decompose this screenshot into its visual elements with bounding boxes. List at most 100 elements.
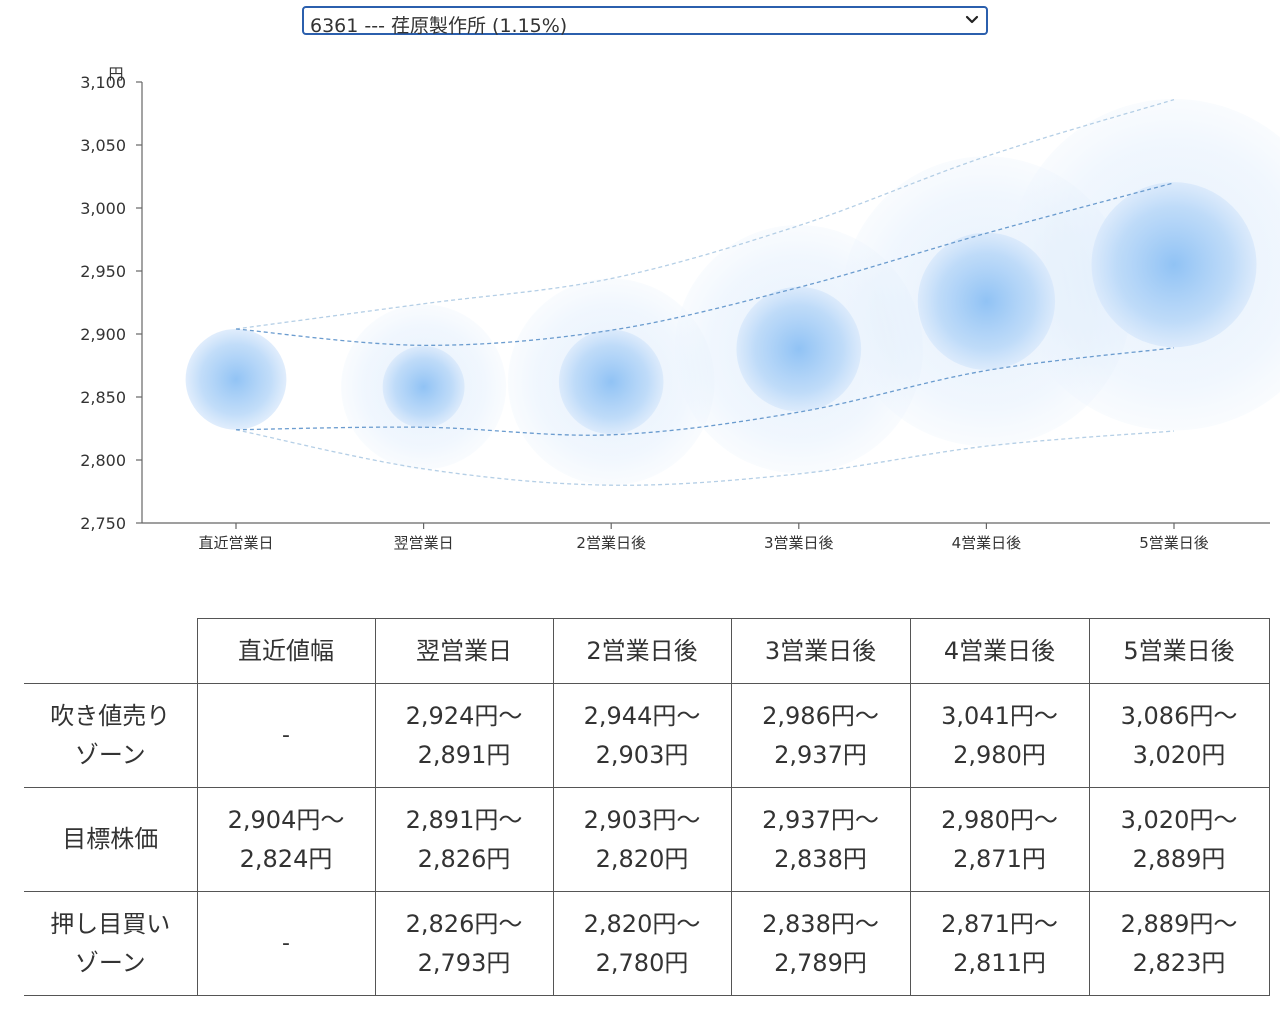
row-label-line: 吹き値売り (50, 701, 171, 730)
cell-line: 2,891円 (417, 740, 511, 769)
table-cell: 2,838円〜 2,789円 (730, 891, 911, 996)
table-cell: 2,980円〜 2,871円 (909, 787, 1090, 892)
cell-line: 2,937円〜 (762, 805, 879, 834)
cell-line: 2,891円〜 (405, 805, 523, 834)
target-zone-bubble (1091, 182, 1257, 348)
cell-line: 2,823円 (1132, 948, 1226, 977)
table-row: 目標株価 2,904円〜 2,824円 2,891円〜 2,826円 2,903円〜… (24, 787, 1270, 892)
cell-line: 2,937円 (774, 740, 867, 769)
cell-line: 2,889円 (1132, 844, 1226, 873)
header-cell: 4営業日後 (909, 618, 1090, 684)
zone-table: 直近値幅 翌営業日 2営業日後 3営業日後 4営業日後 5営業日後 吹き値売りゾ… (24, 618, 1270, 996)
y-axis-label: 円 (108, 65, 123, 83)
cell-line: 2,820円〜 (583, 909, 701, 938)
cell-line: 3,086円〜 (1120, 701, 1238, 730)
cell-line: 2,824円 (239, 844, 333, 873)
x-tick-label: 直近営業日 (198, 534, 273, 552)
table-cell: 2,826円〜 2,793円 (374, 891, 554, 996)
y-tick-label: 2,950 (80, 262, 126, 281)
cell-line: 2,793円 (417, 948, 511, 977)
cell-line: 2,789円 (774, 948, 867, 977)
cell-line: 2,980円 (953, 740, 1046, 769)
table-cell: 2,871円〜 2,811円 (909, 891, 1090, 996)
header-cell (24, 618, 198, 684)
table-row: 吹き値売りゾーン - 2,924円〜 2,891円 2,944円〜 2,903円 2… (24, 683, 1270, 788)
price-forecast-chart: 2,750 2,800 2,850 2,900 2,950 3,000 3,050 3,100… (80, 65, 1280, 552)
cell-line: 3,020円〜 (1120, 805, 1238, 834)
band-lines-layer (235, 99, 1175, 486)
target-upper-line (235, 182, 1175, 346)
x-tick-label: 3営業日後 (764, 534, 834, 552)
table-cell: 3,041円〜 2,980円 (909, 683, 1090, 788)
target-zone-bubble (917, 232, 1056, 370)
cell-line: - (282, 723, 290, 748)
y-tick-label: 3,000 (80, 199, 126, 218)
cell-line: 2,820円 (595, 844, 689, 873)
table-cell: 2,891円〜 2,826円 (374, 787, 554, 892)
cell-line: - (282, 931, 290, 956)
table-cell: 2,986円〜 2,937円 (730, 683, 911, 788)
table-cell: 2,889円〜 2,823円 (1088, 891, 1270, 996)
x-tick-label: 4営業日後 (952, 534, 1022, 552)
x-tick-label: 翌営業日 (394, 534, 454, 552)
table-cell: 2,903円〜 2,820円 (552, 787, 732, 892)
table-cell: 2,937円〜 2,838円 (730, 787, 911, 892)
target-zone-bubble (382, 345, 465, 428)
table-cell: 2,904円〜 2,824円 (196, 787, 376, 892)
row-label: 押し目買い ゾーン (24, 891, 198, 996)
cell-line: 2,903円〜 (583, 805, 701, 834)
table-cell: 2,944円〜 2,903円 (552, 683, 732, 788)
cell-line: 2,889円〜 (1120, 909, 1238, 938)
row-label-line: 押し目買い (50, 909, 171, 938)
row-label-line: ゾーン (74, 948, 146, 977)
cell-line: 3,020円 (1132, 740, 1226, 769)
axes-layer: 2,750 2,800 2,850 2,900 2,950 3,000 3,050 3,100… (80, 65, 1270, 552)
table-cell: 3,020円〜 2,889円 (1088, 787, 1270, 892)
table-header-row: 直近値幅 翌営業日 2営業日後 3営業日後 4営業日後 5営業日後 (24, 618, 1270, 684)
table-cell: - (196, 683, 376, 788)
header-cell: 直近値幅 (196, 618, 376, 684)
y-tick-label: 3,050 (80, 136, 126, 155)
table-cell: 2,820円〜 2,780円 (552, 891, 732, 996)
cell-line: 2,924円〜 (405, 701, 523, 730)
target-zone-layer (185, 182, 1257, 435)
target-zone-bubble (736, 286, 862, 412)
cell-line: 3,041円〜 (941, 701, 1058, 730)
row-label: 目標株価 (24, 787, 198, 892)
cell-line: 2,986円〜 (762, 701, 879, 730)
cell-line: 2,780円 (595, 948, 689, 977)
stock-selector[interactable]: 6361 --- 荏原製作所 (1.15%) (302, 6, 988, 37)
cell-line: 2,838円〜 (762, 909, 879, 938)
y-tick-label: 2,750 (80, 514, 126, 533)
cell-line: 2,904円〜 (227, 805, 345, 834)
cell-line: 2,871円〜 (941, 909, 1058, 938)
y-tick-label: 2,800 (80, 451, 126, 470)
x-tick-label: 2営業日後 (576, 534, 646, 552)
row-label: 吹き値売り ゾーン (24, 683, 198, 788)
row-label-line: 目標株価 (62, 825, 159, 853)
y-tick-label: 2,850 (80, 388, 126, 407)
target-lower-line (235, 347, 1175, 436)
cell-line: 2,980円〜 (941, 805, 1058, 834)
table-cell: 3,086円〜 3,020円 (1088, 683, 1270, 788)
header-cell: 5営業日後 (1088, 618, 1270, 684)
target-zone-bubble (558, 329, 664, 435)
cell-line: 2,811円 (953, 948, 1046, 977)
x-tick-label: 5営業日後 (1139, 534, 1209, 552)
cell-line: 2,838円 (774, 844, 867, 873)
cell-line: 2,826円 (417, 844, 511, 873)
target-zone-bubble (185, 328, 287, 430)
table-cell: 2,924円〜 2,891円 (374, 683, 554, 788)
cell-line: 2,826円〜 (405, 909, 523, 938)
header-cell: 2営業日後 (552, 618, 732, 684)
header-cell: 3営業日後 (730, 618, 911, 684)
row-label-line: ゾーン (74, 740, 146, 769)
stock-selector-value: 6361 --- 荏原製作所 (1.15%) (310, 15, 568, 37)
table-cell: - (196, 891, 376, 996)
cell-line: 2,944円〜 (583, 701, 701, 730)
y-tick-label: 3,100 (80, 73, 126, 92)
header-cell: 翌営業日 (374, 618, 554, 684)
chevron-down-icon[interactable] (964, 12, 980, 28)
table-row: 押し目買いゾーン - 2,826円〜 2,793円 2,820円〜 2,780円 2… (24, 891, 1270, 996)
cell-line: 2,903円 (595, 740, 689, 769)
